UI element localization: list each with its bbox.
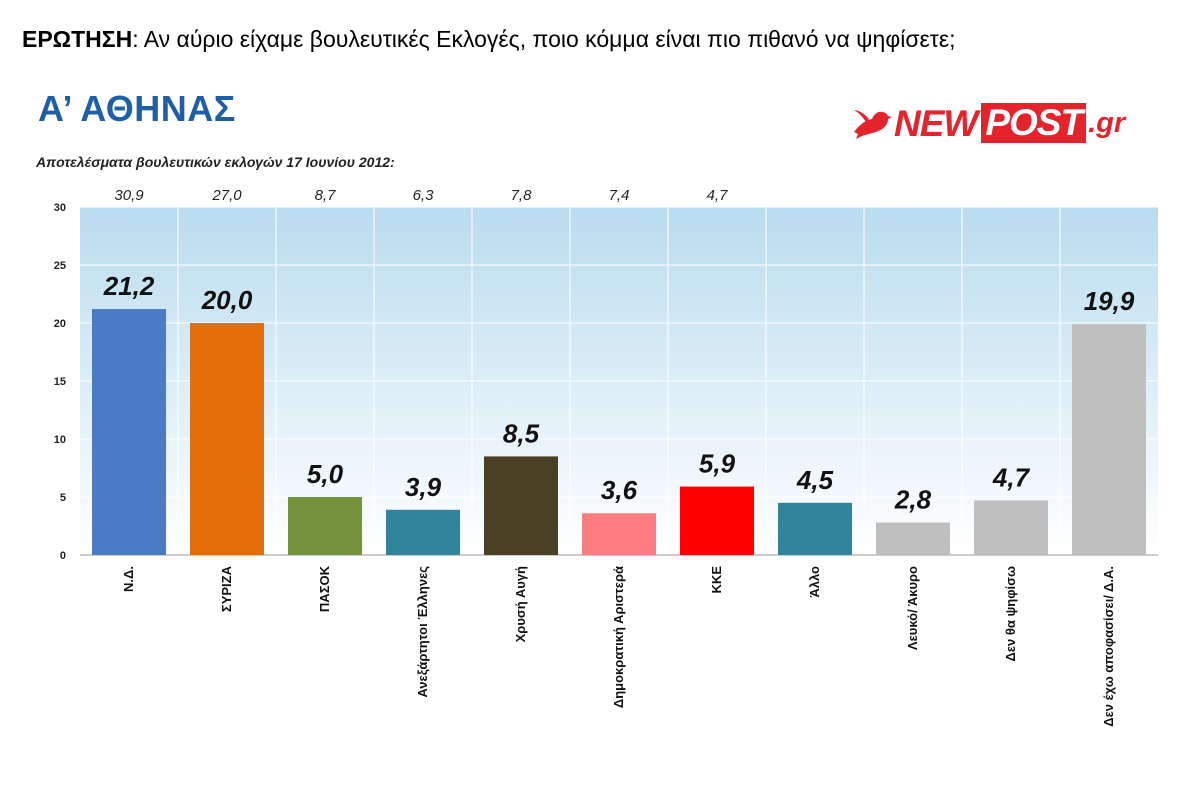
category-label: Χρυσή Αυγή (513, 566, 528, 642)
previous-result-label: 30,9 (114, 187, 144, 204)
category-label: Ν.Δ. (121, 566, 136, 592)
bar (582, 513, 656, 555)
bars (92, 309, 1146, 555)
category-label: ΣΥΡΙΖΑ (219, 565, 234, 612)
data-label: 8,5 (503, 418, 540, 448)
bar (190, 323, 264, 555)
category-label: Άλλο (807, 566, 822, 598)
logo-post-text: POST (981, 102, 1087, 144)
bar (974, 500, 1048, 555)
category-label: Λευκό/ Άκυρο (905, 566, 920, 650)
data-label: 19,9 (1084, 286, 1135, 316)
previous-result-label: 7,8 (511, 187, 533, 204)
bar (386, 509, 460, 555)
data-label: 3,9 (405, 472, 442, 502)
data-label: 4,5 (796, 465, 834, 495)
bar (876, 522, 950, 555)
data-label: 5,9 (699, 449, 736, 479)
category-label: Δημοκρατική Αριστερά (611, 566, 626, 708)
data-label: 2,8 (894, 485, 932, 515)
data-label: 20,0 (201, 285, 253, 315)
data-label: 5,0 (307, 459, 344, 489)
bar (484, 456, 558, 555)
y-tick-label: 10 (54, 434, 66, 446)
pigeon-icon (854, 110, 892, 139)
data-label: 21,2 (103, 271, 155, 301)
y-tick-label: 20 (54, 318, 66, 330)
newpost-logo: NEW POST .gr (852, 100, 1125, 146)
category-label: ΚΚΕ (709, 566, 724, 594)
question-label: ΕΡΩΤΗΣΗ (22, 26, 133, 52)
y-tick-label: 5 (60, 492, 66, 504)
data-label: 4,7 (992, 462, 1031, 492)
data-label: 3,6 (601, 475, 638, 505)
y-tick-label: 15 (54, 376, 66, 388)
previous-result-label: 6,3 (413, 187, 435, 204)
previous-results-title: Αποτελέσματα βουλευτικών εκλογών 17 Ιουν… (36, 154, 395, 170)
question-text: : Αν αύριο είχαμε βουλευτικές Εκλογές, π… (132, 26, 956, 52)
y-tick-label: 30 (54, 202, 66, 214)
survey-question: ΕΡΩΤΗΣΗ: Αν αύριο είχαμε βουλευτικές Εκλ… (22, 26, 956, 53)
region-title: Α’ ΑΘΗΝΑΣ (38, 88, 236, 129)
category-label: Δεν θα ψηφίσω (1003, 566, 1018, 662)
bar (288, 497, 362, 555)
bar (680, 486, 754, 555)
bar (1072, 324, 1146, 555)
logo-gr-text: .gr (1088, 106, 1126, 139)
bar (92, 309, 166, 555)
category-label: ΠΑΣΟΚ (317, 565, 332, 612)
previous-result-label: 4,7 (707, 187, 729, 204)
previous-result-label: 8,7 (315, 187, 337, 204)
y-tick-label: 25 (54, 260, 66, 272)
previous-result-label: 27,0 (211, 187, 242, 204)
category-label: Ανεξάρτητοι Έλληνες (415, 566, 430, 698)
previous-result-label: 7,4 (609, 187, 630, 204)
logo-new-text: NEW (894, 102, 978, 144)
category-label: Δεν έχω αποφασίσει/ Δ.Α. (1101, 566, 1116, 727)
labels: 0 5 10 15 20 25 30 21,2 30,9 Ν.Δ. 20,0 27,0 ΣΥΡΙΖΑ 5,… (54, 187, 1135, 727)
y-tick-label: 0 (60, 550, 66, 562)
bar (778, 502, 852, 555)
